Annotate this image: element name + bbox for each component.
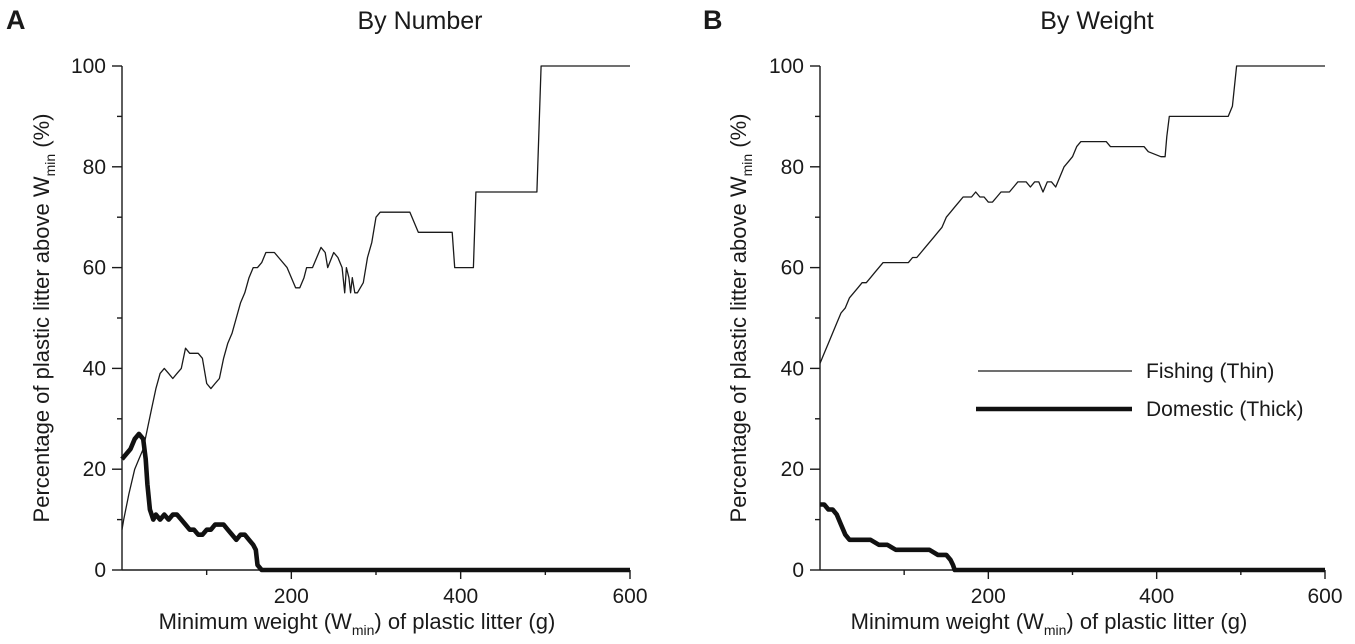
panel-b-ticks [810, 65, 1326, 579]
panel-b-x-label-end: ) of plastic litter (g) [1066, 609, 1247, 634]
panel-a-series [120, 65, 630, 573]
panel-a-domestic-line [120, 431, 630, 573]
panel-b-x-tick-label: 400 [1139, 585, 1174, 608]
panel-b-x-tick-label: 200 [971, 585, 1006, 608]
panel-b-y-tick-label: 60 [781, 257, 804, 280]
panel-b-y-tick-label: 100 [769, 55, 804, 78]
legend-fishing-label: Fishing (Thin) [1146, 360, 1274, 383]
panel-a-x-label-end: ) of plastic litter (g) [374, 609, 555, 634]
panel-a-y-label-end: (%) [29, 114, 54, 154]
legend-domestic-label: Domestic (Thick) [1146, 398, 1304, 421]
panel-a-title: By Number [357, 7, 482, 35]
panel-b-x-label-subscript: min [1044, 622, 1067, 638]
panel-b-x-tick-label: 600 [1307, 585, 1342, 608]
panel-a-letter: A [6, 5, 26, 35]
panel-a-x-tick-label: 600 [612, 585, 647, 608]
panel-b-y-label-subscript: min [739, 154, 755, 177]
panel-a-x-axis-label: Minimum weight (Wmin) of plastic litter … [159, 609, 556, 638]
panel-b-y-label-main: Percentage of plastic litter above W [726, 176, 751, 522]
panel-b-series [819, 65, 1325, 573]
panel-b-domestic-line [820, 502, 1325, 573]
panel-b-tick-labels: 0 20 40 60 80 100 200 400 600 [769, 55, 1343, 608]
panel-a-x-label-main: Minimum weight (W [159, 609, 352, 634]
panel-b-title: By Weight [1040, 7, 1154, 35]
panel-a-x-label-subscript: min [352, 622, 375, 638]
panel-b-y-label-end: (%) [726, 114, 751, 154]
panel-a-y-tick-label: 60 [83, 257, 106, 280]
panel-a-y-tick-label: 100 [71, 55, 106, 78]
panel-b-fishing-line [819, 65, 1325, 364]
panel-a-y-tick-label: 80 [83, 156, 106, 179]
panel-a-y-label-main: Percentage of plastic litter above W [29, 176, 54, 522]
panel-a-y-tick-label: 20 [83, 458, 106, 481]
panel-a-tick-labels: 0 20 40 60 80 100 200 400 600 [71, 55, 648, 608]
panel-a-ticks [112, 65, 631, 579]
panel-b-x-axis-label: Minimum weight (Wmin) of plastic litter … [851, 609, 1248, 638]
panel-b-y-axis-label: Percentage of plastic litter above Wmin … [726, 114, 755, 523]
panel-a-x-tick-label: 400 [443, 585, 478, 608]
panel-a-y-tick-label: 40 [83, 357, 106, 380]
panel-a-y-label-subscript: min [42, 154, 58, 177]
panel-b-y-tick-label: 0 [792, 559, 804, 582]
panel-b: B By Weight 0 20 40 60 80 100 200 400 600 Fishin… [703, 5, 1343, 638]
panel-b-letter: B [703, 5, 723, 35]
panel-a-y-axis-label: Percentage of plastic litter above Wmin … [29, 114, 58, 523]
panel-a: A By Number 0 20 40 60 80 100 200 400 600 Percen… [6, 5, 648, 638]
panel-b-y-tick-label: 40 [781, 357, 804, 380]
panel-b-y-tick-label: 20 [781, 458, 804, 481]
panel-a-fishing-line [121, 65, 630, 530]
legend: Fishing (Thin) Domestic (Thick) [976, 360, 1304, 421]
panel-a-x-tick-label: 200 [274, 585, 309, 608]
panel-b-y-tick-label: 80 [781, 156, 804, 179]
panel-b-x-label-main: Minimum weight (W [851, 609, 1044, 634]
panel-a-y-tick-label: 0 [94, 559, 106, 582]
